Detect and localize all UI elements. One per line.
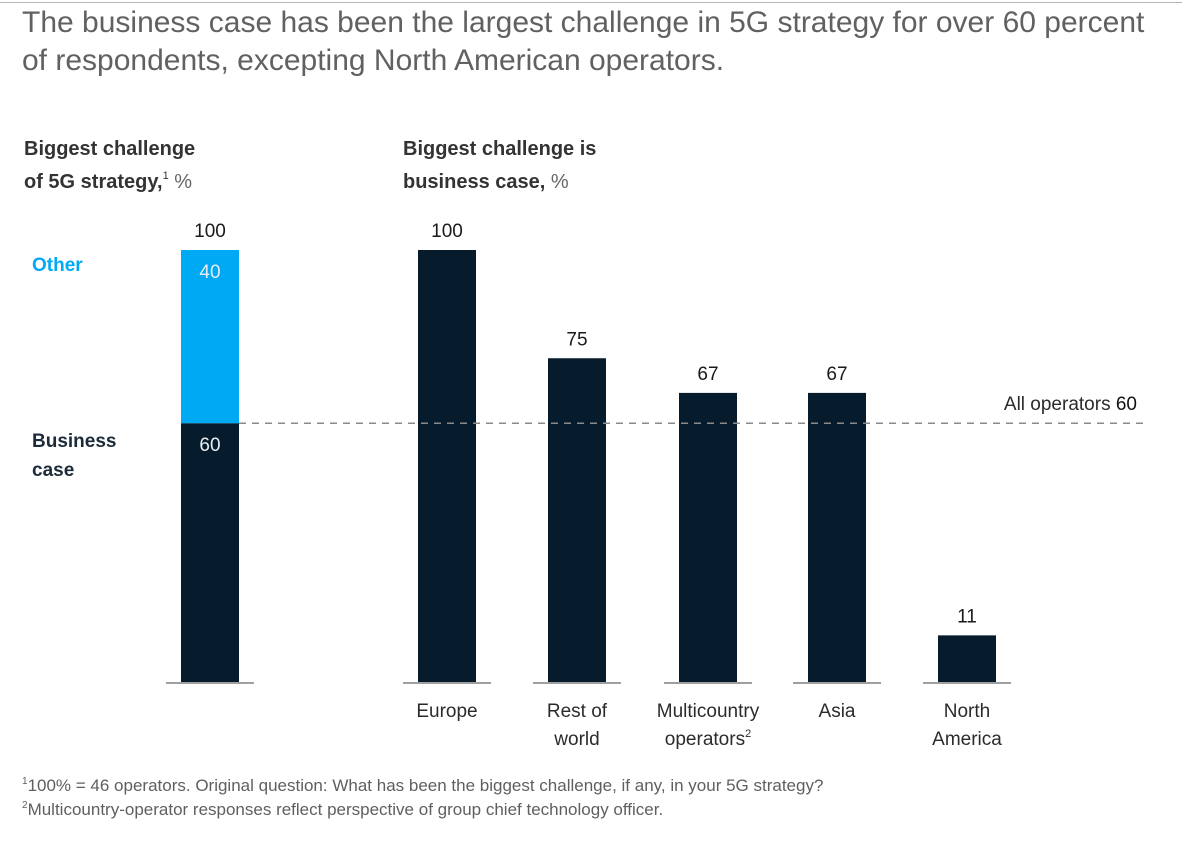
footnotes: 1100% = 46 operators. Original question:… bbox=[22, 774, 823, 822]
footnote-marker: 2 bbox=[745, 728, 752, 740]
reference-line-value: 60 bbox=[1116, 394, 1137, 415]
legend-business-line1: Business bbox=[32, 431, 117, 452]
footnote-1: 1100% = 46 operators. Original question:… bbox=[22, 774, 823, 798]
category-label-line1: Asia bbox=[818, 701, 856, 722]
reference-line-label-text: All operators bbox=[1004, 394, 1116, 415]
category-label-line1: North bbox=[943, 701, 991, 722]
chart-title: The business case has been the largest c… bbox=[22, 6, 1145, 77]
left-chart-subtitle: Biggest challenge of 5G strategy,1 % bbox=[24, 133, 195, 199]
bar-3 bbox=[808, 392, 866, 683]
right-subtitle-line2: business case, % bbox=[403, 166, 596, 199]
category-label-line1: Rest of bbox=[546, 701, 608, 722]
category-label-3: Asia bbox=[767, 698, 907, 726]
left-subtitle-text: of 5G strategy, bbox=[24, 171, 163, 193]
category-label-line2: operators2 bbox=[664, 728, 752, 751]
category-label-4: North America bbox=[897, 698, 1037, 754]
bar-baseline-0 bbox=[403, 682, 491, 684]
bar-baseline-2 bbox=[664, 682, 752, 684]
unit-label: % bbox=[550, 171, 569, 193]
bar-baseline-3 bbox=[793, 682, 881, 684]
category-label-2: Multicountry operators2 bbox=[638, 698, 778, 754]
stacked-bar-business-case-label: 60 bbox=[199, 435, 220, 456]
footnote-1-text: 100% = 46 operators. Original question: … bbox=[27, 776, 824, 795]
category-label-line2: world bbox=[554, 729, 600, 750]
left-subtitle-line1: Biggest challenge bbox=[24, 138, 196, 160]
footnote-1-marker: 1 bbox=[22, 776, 28, 787]
footnote-marker: 1 bbox=[162, 170, 169, 182]
bar-baseline-1 bbox=[533, 682, 621, 684]
bar-2 bbox=[679, 392, 737, 683]
category-label-line2: America bbox=[932, 729, 1002, 750]
footnote-2-marker: 2 bbox=[22, 800, 28, 811]
stacked-bar-business-case bbox=[181, 423, 239, 683]
stacked-bar-other-label: 40 bbox=[199, 262, 220, 283]
right-subtitle-text: business case, bbox=[403, 171, 546, 193]
bar-value-label-4: 11 bbox=[957, 606, 977, 627]
footnote-2-text: Multicountry-operator responses reflect … bbox=[27, 800, 664, 819]
top-divider bbox=[0, 2, 1182, 3]
stacked-bar-baseline bbox=[166, 682, 254, 684]
stacked-bar-other bbox=[181, 250, 239, 424]
bar-0 bbox=[418, 250, 476, 683]
bar-value-label-3: 67 bbox=[826, 364, 847, 385]
legend-label-business-case: Business case bbox=[32, 427, 116, 485]
legend-label-other: Other bbox=[32, 255, 83, 276]
bar-4 bbox=[938, 635, 996, 683]
bar-value-label-0: 100 bbox=[431, 221, 463, 242]
left-subtitle-line2: of 5G strategy,1 % bbox=[24, 166, 195, 199]
bar-baseline-4 bbox=[923, 682, 1011, 684]
right-chart-subtitle: Biggest challenge is business case, % bbox=[403, 133, 596, 199]
bar-value-label-2: 67 bbox=[697, 364, 718, 385]
category-label-line1: Multicountry bbox=[656, 701, 760, 722]
unit-label: % bbox=[174, 171, 193, 193]
category-label-line1: Europe bbox=[416, 701, 478, 722]
stacked-bar-total-label: 100 bbox=[194, 221, 226, 242]
reference-line-label: All operators 60 bbox=[1004, 394, 1137, 415]
category-label-0: Europe bbox=[377, 698, 517, 726]
bar-1 bbox=[548, 358, 606, 683]
right-subtitle-line1: Biggest challenge is bbox=[403, 138, 597, 160]
legend-business-line2: case bbox=[32, 460, 75, 481]
bar-value-label-1: 75 bbox=[566, 329, 587, 350]
footnote-2: 2Multicountry-operator responses reflect… bbox=[22, 798, 823, 822]
category-label-1: Rest of world bbox=[507, 698, 647, 754]
